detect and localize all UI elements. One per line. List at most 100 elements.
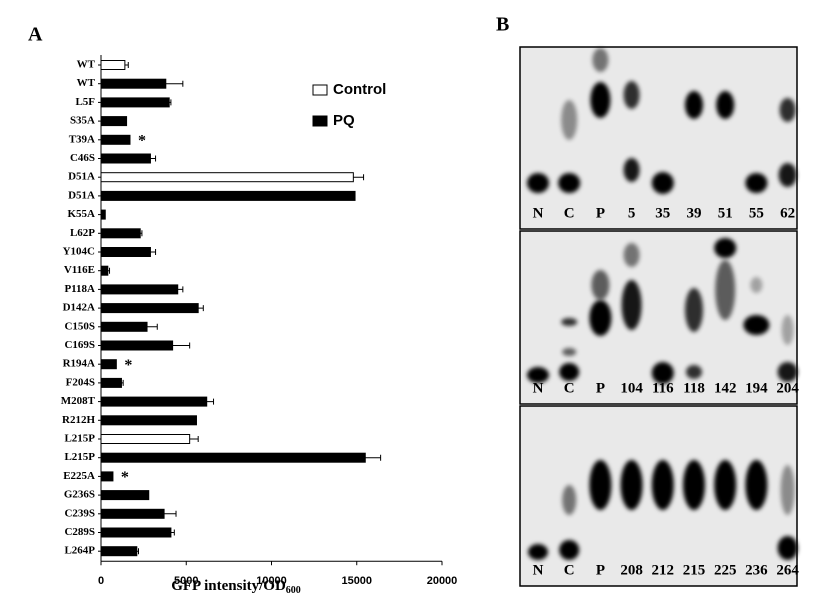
gel-band: [623, 158, 640, 182]
bar: [100, 340, 174, 351]
bar: [100, 60, 126, 70]
panel-label: A: [28, 24, 43, 46]
gel-band: [527, 173, 549, 193]
bar: [100, 527, 172, 538]
bar: [100, 508, 165, 519]
bar: [100, 209, 106, 220]
gel-band: [715, 260, 736, 320]
lane-label: 39: [687, 205, 702, 221]
bar: [100, 452, 366, 463]
error-bar: [164, 510, 177, 517]
x-axis-label-text: GFP intensity/OD: [171, 578, 286, 594]
x-axis-label-sub: 600: [286, 585, 301, 596]
gel-band: [559, 540, 580, 560]
bar: [100, 434, 191, 444]
gel-band: [562, 348, 577, 356]
lane-label: N: [533, 562, 544, 578]
x-tick-label: 15000: [341, 575, 372, 587]
significance-marker: *: [124, 357, 132, 374]
y-tick-label: R194A: [63, 358, 95, 370]
y-tick-label: C289S: [64, 526, 95, 538]
lane-label: 225: [714, 562, 737, 578]
bar: [100, 284, 179, 295]
gel-band: [780, 465, 795, 515]
error-bar: [140, 230, 143, 237]
y-tick-label: R212H: [62, 414, 95, 426]
y-tick-label: S35A: [70, 115, 95, 127]
error-bar: [124, 62, 129, 68]
bar: [100, 396, 208, 407]
gel-band: [561, 318, 578, 326]
gel-band: [591, 270, 610, 300]
y-tick-label: F204S: [66, 376, 95, 388]
bar: [100, 490, 150, 501]
y-tick-label: L215P: [64, 451, 95, 463]
lane-label: 62: [780, 205, 795, 221]
error-bar: [107, 267, 111, 274]
y-tick-label: C46S: [70, 152, 95, 164]
gel-band: [683, 460, 705, 510]
legend-label: Control: [333, 81, 386, 98]
gel-band: [561, 100, 578, 140]
lane-label: P: [596, 380, 605, 396]
error-bar: [198, 305, 204, 312]
lane-label: N: [533, 380, 544, 396]
gel-band: [716, 91, 735, 119]
legend-label: PQ: [333, 112, 355, 129]
gel-image: [519, 46, 798, 230]
lane-label: 264: [776, 562, 799, 578]
lane-label: 212: [652, 562, 675, 578]
error-bar: [206, 398, 215, 405]
x-tick-label: 10000: [256, 575, 287, 587]
y-tick-label: C239S: [64, 507, 95, 519]
gel-band: [651, 460, 674, 510]
lane-label: 116: [652, 380, 674, 396]
bar-chart: WT WT L5F S35A T39A * C46S D51A D51A K55A L62P Y104…: [61, 55, 457, 587]
lane-label: 208: [620, 562, 643, 578]
gel-band: [686, 365, 702, 379]
y-tick-label: L5F: [75, 96, 95, 108]
panel-label: B: [496, 14, 509, 36]
gel-band: [623, 81, 640, 109]
y-tick-label: WT: [77, 59, 96, 71]
error-bar: [150, 155, 157, 162]
error-bar: [353, 174, 365, 181]
gel-band: [623, 243, 640, 267]
lane-label: P: [596, 205, 605, 221]
lane-label: C: [564, 205, 575, 221]
y-tick-label: C150S: [64, 320, 95, 332]
bar: [100, 228, 141, 239]
error-bar: [172, 342, 191, 349]
lane-label: 204: [776, 380, 799, 396]
error-bar: [169, 99, 172, 106]
x-axis-label: GFP intensity/OD600: [171, 578, 301, 596]
bar: [100, 153, 151, 164]
gel-band: [743, 315, 770, 335]
bar: [100, 321, 148, 332]
y-tick-label: WT: [77, 77, 96, 89]
gel-band: [714, 238, 737, 258]
y-tick-label: Y104C: [63, 246, 95, 258]
bar: [100, 97, 170, 108]
error-bar: [147, 323, 158, 330]
lane-label: 215: [683, 562, 706, 578]
error-bar: [121, 379, 124, 386]
lane-label: C: [564, 380, 575, 396]
bar: [100, 134, 131, 145]
error-bar: [365, 454, 382, 461]
bar: [100, 359, 117, 370]
gel-band: [621, 280, 642, 330]
gel-band: [559, 363, 580, 381]
lane-label: 55: [749, 205, 764, 221]
error-bar: [150, 249, 157, 255]
lane-label: 142: [714, 380, 737, 396]
gel-band: [781, 315, 794, 345]
significance-marker: *: [138, 132, 146, 149]
lane-label: 35: [655, 205, 670, 221]
gel-band: [779, 98, 796, 122]
y-tick-label: L264P: [64, 545, 95, 557]
y-tick-label: P118A: [64, 283, 95, 295]
bar: [100, 471, 114, 482]
bar: [100, 116, 128, 127]
